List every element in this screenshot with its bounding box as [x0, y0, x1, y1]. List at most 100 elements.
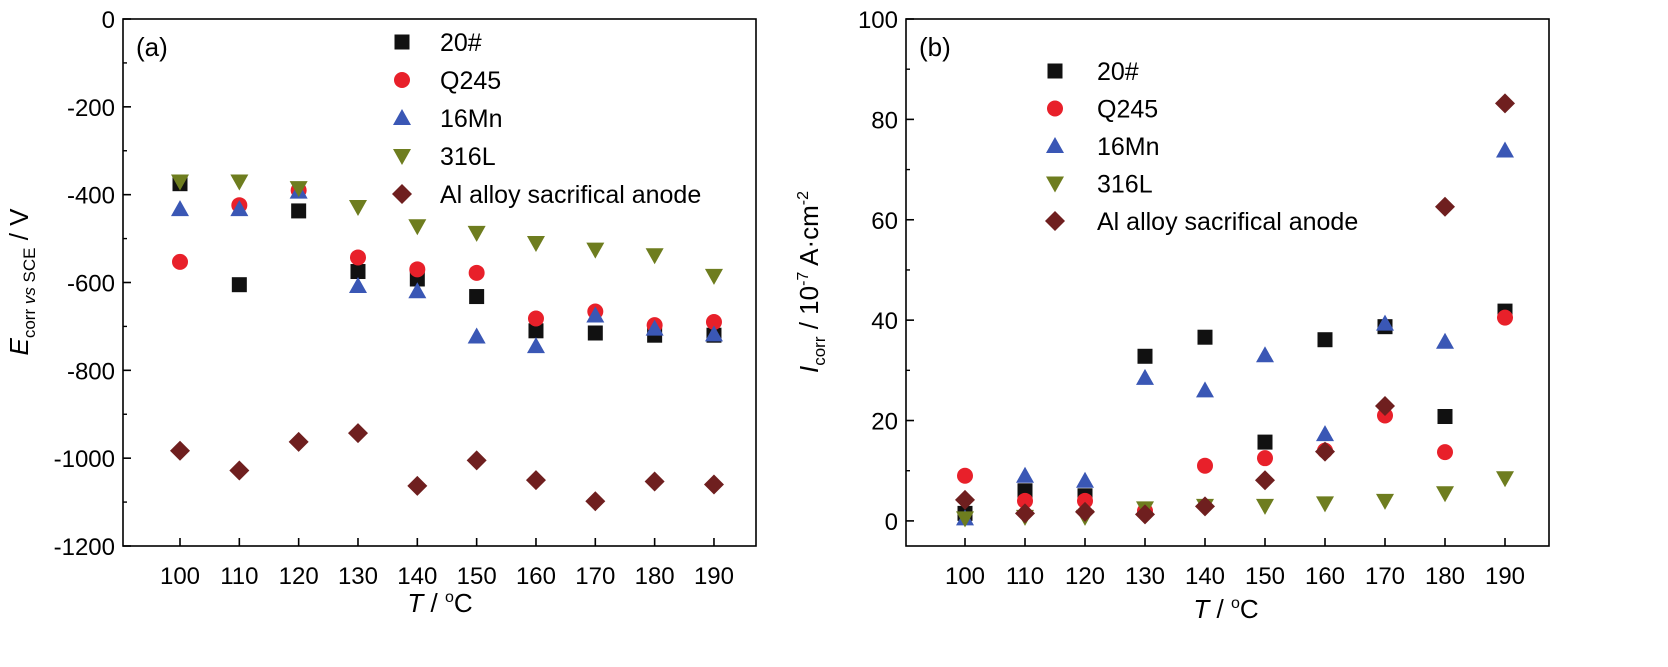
panel-b-series-0 [957, 303, 1513, 521]
panel-b-data-point [1496, 471, 1514, 488]
panel-b-legend-marker [1046, 137, 1064, 153]
panel-b-y-tick-label: 0 [885, 509, 898, 536]
panel-a-y-tick-label: -200 [67, 95, 115, 122]
panel-a-data-point [704, 268, 723, 285]
panel-a-x-tick-label: 180 [635, 563, 675, 590]
panel-a-legend-label: 316L [440, 143, 496, 171]
panel-b-series-4 [955, 93, 1515, 525]
panel-b-data-point [1435, 196, 1455, 217]
panel-a-y-tick-label: -800 [67, 358, 115, 385]
panel-a-data-point [230, 200, 249, 217]
panel-b-data-point [1316, 425, 1334, 442]
panel-a-y-tick-label: -400 [67, 183, 115, 210]
panel-a-legend-label: Al alloy sacrifical anode [440, 181, 701, 209]
panel-a-data-point [291, 203, 307, 219]
panel-a-data-point [586, 306, 605, 323]
panel-b-data-point [1075, 501, 1095, 522]
panel-a-y-axis-title: Ecorr vs SCE / V [4, 208, 39, 356]
panel-b-series-3 [956, 471, 1514, 528]
panel-a-data-point [703, 474, 724, 495]
panel-a-data-point [526, 337, 545, 354]
panel-b-y-tick-label: 20 [871, 409, 898, 436]
panel-b-legend-marker [1047, 100, 1063, 117]
panel-b-data-point [1375, 395, 1395, 416]
panel-b-x-tick-label: 100 [945, 563, 985, 590]
panel-b-x-tick-label: 120 [1065, 563, 1105, 590]
panel-a-data-point [525, 470, 546, 491]
panel-a-data-point [704, 325, 723, 342]
panel-a-data-point [526, 235, 545, 252]
panel-b-x-tick-label: 110 [1006, 563, 1044, 590]
panel-a-series-4 [170, 423, 724, 512]
panel-b-data-point [1316, 496, 1334, 513]
panel-a-data-point [467, 225, 486, 242]
panel-b-legend-label: Al alloy sacrifical anode [1097, 208, 1358, 236]
panel-a-legend-marker [393, 109, 411, 125]
panel-b-legend-label: Q245 [1097, 96, 1158, 124]
panel-b-plot-frame [905, 18, 1550, 547]
panel-b-legend-label: 20# [1097, 58, 1139, 86]
panel-a-data-point [408, 219, 427, 236]
panel-a-data-point [645, 319, 664, 336]
panel-a-legend-marker [392, 184, 412, 204]
panel-b-data-point [1135, 504, 1155, 525]
panel-a-data-point [407, 475, 428, 496]
panel-b-x-tick-label: 160 [1305, 563, 1345, 590]
panel-a-data-point [644, 471, 665, 492]
panel-a-data-point [170, 440, 190, 461]
panel-a-x-tick-label: 110 [220, 563, 258, 590]
panel-a-data-point [585, 491, 606, 512]
panel-a-data-point [468, 264, 485, 281]
panel-a-data-point [705, 314, 722, 331]
panel-b-data-point [1196, 381, 1214, 398]
panel-b-data-point [1255, 470, 1275, 491]
panel-b-data-point [1436, 486, 1454, 503]
panel-a-legend-marker [394, 72, 410, 88]
panel-b-data-point [1315, 441, 1335, 462]
panel-b-data-point [1436, 332, 1454, 349]
panel-a-panel-label: (a) [136, 32, 168, 62]
panel-b-data-point [1137, 348, 1153, 364]
panel-b-data-point [1136, 368, 1154, 385]
panel-a-data-point [466, 450, 487, 471]
panel-a-data-point [230, 174, 249, 191]
panel-a-data-point [587, 325, 603, 341]
panel-b-y-axis-title: Icorr / 10-7 A·cm-2 [794, 191, 829, 373]
panel-b-series-2 [956, 141, 1514, 526]
panel-b-data-point [1257, 434, 1273, 450]
panel-a-data-point [171, 174, 189, 191]
panel-b-panel-label: (b) [919, 32, 951, 62]
panel-a-series-1 [172, 182, 722, 334]
panel-b-x-tick-label: 150 [1245, 563, 1285, 590]
panel-a-series-3 [171, 174, 723, 285]
panel-a-legend-marker [394, 34, 410, 50]
panel-b-y-tick-label: 80 [871, 107, 898, 134]
panel-b-data-point [1257, 450, 1273, 467]
panel-b-chart: 0 20 40 60 80 100 100 110 120 130 140 150 160 170 180 1… [794, 7, 1550, 624]
panel-a-legend-marker [393, 149, 411, 165]
panel-a-y-tick-label: 0 [102, 7, 115, 34]
panel-a-data-point [348, 199, 367, 216]
panel-a-data-point [347, 423, 368, 444]
panel-b-legend-marker [1045, 211, 1065, 231]
panel-b-data-point [1077, 492, 1093, 509]
panel-b-y-tick-label: 40 [871, 308, 898, 335]
panel-b-data-point [1016, 466, 1034, 483]
panel-a-data-point [349, 249, 366, 266]
panel-b-data-point [1197, 329, 1213, 345]
panel-a-x-tick-label: 130 [338, 563, 378, 590]
panel-b-data-point [1317, 332, 1333, 348]
panel-a-x-tick-label: 100 [160, 563, 200, 590]
panel-a-data-point [527, 310, 544, 327]
panel-b-data-point [1497, 309, 1513, 326]
panel-b-x-tick-label: 180 [1425, 563, 1465, 590]
panel-a-data-point [586, 242, 605, 259]
panel-b-legend-label: 316L [1097, 171, 1153, 199]
panel-a-data-point [229, 460, 250, 481]
panel-a-data-point [528, 323, 544, 339]
panel-b-data-point [1496, 141, 1514, 158]
panel-a-chart: 0 -200 -400 -600 -800 -1000 -1200 100 110 120 130 1… [4, 7, 757, 618]
panel-b-x-axis-title: T / oC [1193, 594, 1258, 624]
panel-b-data-point [1437, 444, 1453, 461]
